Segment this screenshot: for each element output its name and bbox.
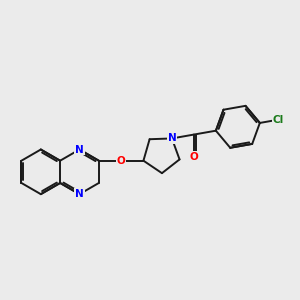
Text: Cl: Cl — [273, 115, 284, 124]
Text: N: N — [167, 134, 176, 143]
Text: O: O — [190, 152, 198, 162]
Text: N: N — [75, 145, 84, 154]
Text: O: O — [117, 156, 125, 166]
Text: N: N — [75, 189, 84, 199]
